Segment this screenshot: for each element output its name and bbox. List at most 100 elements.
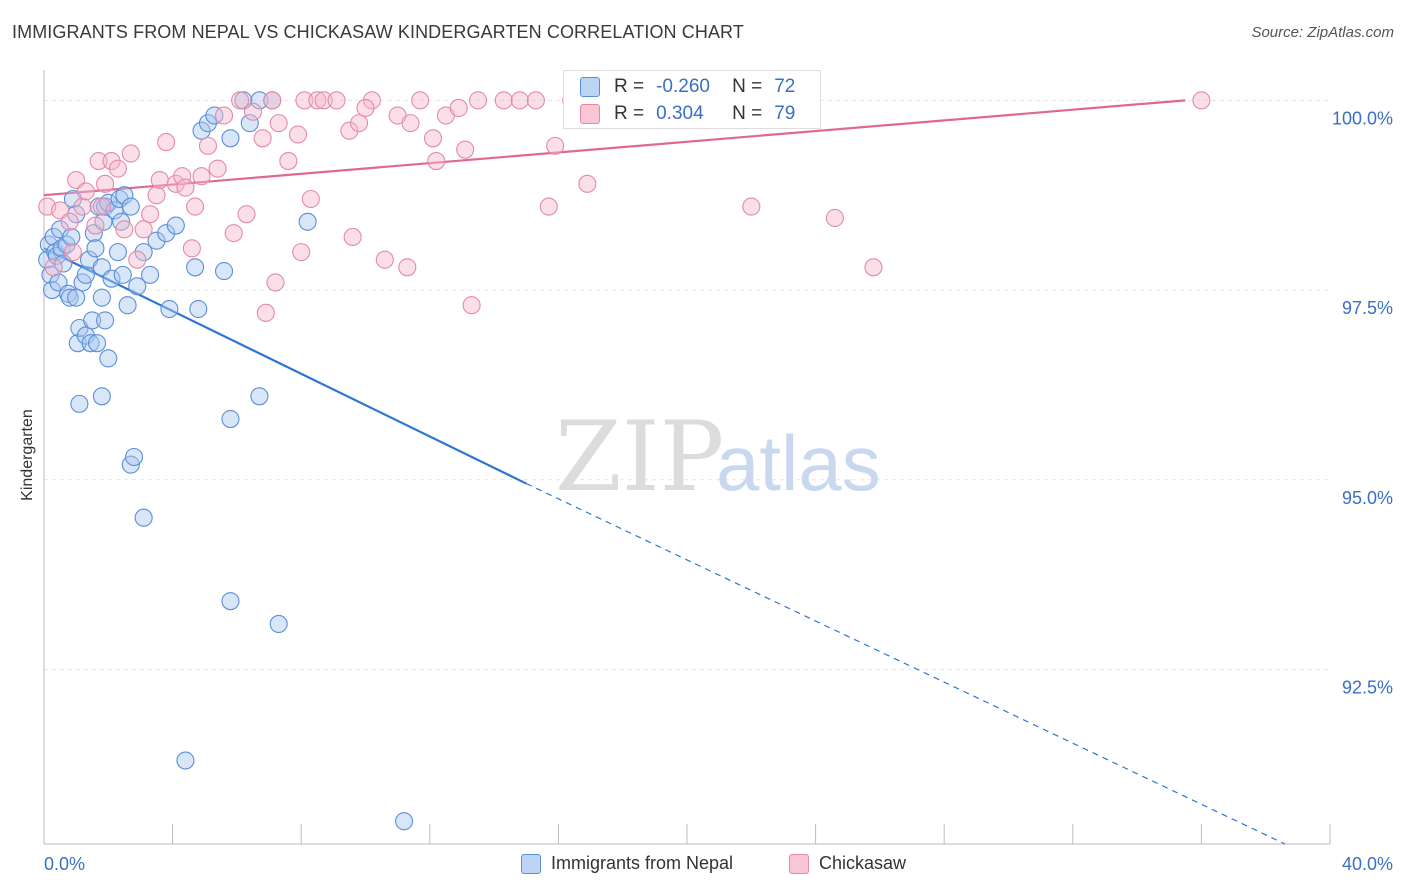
point-chickasaw-29[interactable]	[208, 159, 227, 178]
point-nepal-55[interactable]	[192, 121, 211, 140]
point-chickasaw-24[interactable]	[176, 178, 195, 197]
point-chickasaw-44[interactable]	[327, 91, 346, 110]
point-chickasaw-1[interactable]	[44, 258, 63, 277]
point-nepal-72[interactable]	[221, 592, 240, 611]
point-nepal-34[interactable]	[96, 311, 115, 330]
point-nepal-62[interactable]	[250, 91, 269, 110]
point-chickasaw-51[interactable]	[411, 91, 430, 110]
point-chickasaw-45[interactable]	[340, 121, 359, 140]
point-nepal-70[interactable]	[250, 387, 269, 406]
point-chickasaw-33[interactable]	[237, 205, 256, 224]
point-chickasaw-55[interactable]	[468, 91, 488, 110]
point-chickasaw-10[interactable]	[92, 197, 111, 216]
point-nepal-13[interactable]	[60, 288, 79, 307]
point-chickasaw-31[interactable]	[224, 224, 243, 243]
point-chickasaw-25[interactable]	[182, 239, 201, 258]
point-chickasaw-11[interactable]	[96, 174, 115, 193]
point-chickasaw-3[interactable]	[60, 212, 79, 231]
legend-item-nepal[interactable]: Immigrants from Nepal	[521, 853, 733, 874]
point-chickasaw-67[interactable]	[343, 227, 362, 246]
point-chickasaw-32[interactable]	[231, 91, 250, 110]
point-chickasaw-56[interactable]	[494, 91, 513, 110]
point-nepal-46[interactable]	[128, 277, 147, 296]
point-chickasaw-34[interactable]	[243, 102, 263, 121]
point-chickasaw-13[interactable]	[108, 159, 127, 178]
point-chickasaw-65[interactable]	[266, 273, 285, 292]
legend-item-chickasaw[interactable]: Chickasaw	[789, 853, 906, 874]
point-chickasaw-15[interactable]	[121, 144, 140, 163]
point-chickasaw-17[interactable]	[134, 220, 153, 239]
point-chickasaw-64[interactable]	[292, 243, 311, 262]
point-chickasaw-54[interactable]	[456, 140, 475, 159]
point-chickasaw-6[interactable]	[73, 197, 92, 216]
point-chickasaw-9[interactable]	[89, 152, 108, 171]
point-chickasaw-40[interactable]	[295, 91, 314, 110]
point-chickasaw-71[interactable]	[539, 197, 558, 216]
point-nepal-54[interactable]	[189, 299, 208, 319]
point-nepal-75[interactable]	[395, 812, 414, 831]
point-chickasaw-77[interactable]	[356, 98, 375, 117]
point-chickasaw-43[interactable]	[314, 91, 333, 110]
point-nepal-69[interactable]	[221, 410, 240, 429]
point-nepal-71[interactable]	[298, 212, 317, 231]
point-nepal-48[interactable]	[141, 265, 160, 284]
point-chickasaw-78[interactable]	[449, 98, 468, 117]
point-nepal-21[interactable]	[76, 265, 95, 284]
point-chickasaw-47[interactable]	[362, 91, 381, 110]
point-chickasaw-42[interactable]	[308, 91, 327, 110]
point-nepal-25[interactable]	[83, 311, 102, 330]
point-nepal-27[interactable]	[86, 239, 105, 258]
point-chickasaw-69[interactable]	[427, 152, 446, 171]
point-nepal-39[interactable]	[108, 243, 127, 262]
point-chickasaw-26[interactable]	[186, 197, 205, 216]
point-nepal-49[interactable]	[147, 231, 166, 250]
point-nepal-56[interactable]	[198, 114, 218, 133]
point-chickasaw-4[interactable]	[63, 243, 82, 262]
point-chickasaw-50[interactable]	[401, 114, 420, 133]
point-chickasaw-38[interactable]	[279, 152, 298, 171]
point-nepal-47[interactable]	[134, 243, 153, 262]
point-chickasaw-22[interactable]	[166, 174, 185, 193]
point-nepal-17[interactable]	[67, 288, 86, 307]
point-nepal-24[interactable]	[81, 334, 100, 353]
point-nepal-64[interactable]	[70, 394, 89, 413]
point-chickasaw-12[interactable]	[102, 152, 121, 171]
point-chickasaw-28[interactable]	[198, 136, 218, 155]
point-nepal-42[interactable]	[113, 265, 132, 284]
point-nepal-14[interactable]	[62, 227, 81, 246]
point-chickasaw-37[interactable]	[269, 114, 288, 133]
point-chickasaw-18[interactable]	[141, 205, 160, 224]
point-chickasaw-30[interactable]	[214, 106, 234, 125]
point-chickasaw-59[interactable]	[546, 136, 565, 155]
point-chickasaw-46[interactable]	[350, 114, 369, 133]
point-chickasaw-66[interactable]	[256, 303, 275, 322]
point-nepal-44[interactable]	[118, 296, 137, 315]
point-chickasaw-57[interactable]	[510, 91, 529, 110]
point-nepal-50[interactable]	[157, 224, 176, 243]
point-chickasaw-7[interactable]	[76, 182, 95, 201]
point-nepal-65[interactable]	[92, 387, 111, 406]
point-nepal-35[interactable]	[99, 349, 118, 368]
point-nepal-45[interactable]	[121, 197, 140, 216]
point-nepal-59[interactable]	[221, 129, 240, 148]
point-chickasaw-39[interactable]	[288, 125, 308, 144]
point-chickasaw-68[interactable]	[398, 258, 417, 277]
point-chickasaw-23[interactable]	[173, 167, 192, 186]
point-chickasaw-75[interactable]	[864, 258, 883, 277]
point-nepal-43[interactable]	[115, 186, 134, 205]
point-nepal-67[interactable]	[124, 447, 144, 467]
point-chickasaw-48[interactable]	[375, 250, 394, 269]
point-chickasaw-27[interactable]	[192, 167, 211, 186]
point-nepal-68[interactable]	[134, 508, 153, 527]
point-nepal-28[interactable]	[87, 334, 107, 353]
point-nepal-31[interactable]	[92, 288, 111, 307]
point-chickasaw-19[interactable]	[147, 186, 166, 205]
point-chickasaw-8[interactable]	[86, 216, 105, 235]
point-nepal-74[interactable]	[176, 751, 195, 770]
point-chickasaw-14[interactable]	[115, 220, 134, 239]
point-chickasaw-21[interactable]	[157, 133, 176, 152]
point-chickasaw-70[interactable]	[462, 296, 481, 315]
point-chickasaw-52[interactable]	[423, 129, 443, 148]
point-chickasaw-73[interactable]	[742, 197, 761, 216]
point-nepal-61[interactable]	[240, 114, 259, 133]
